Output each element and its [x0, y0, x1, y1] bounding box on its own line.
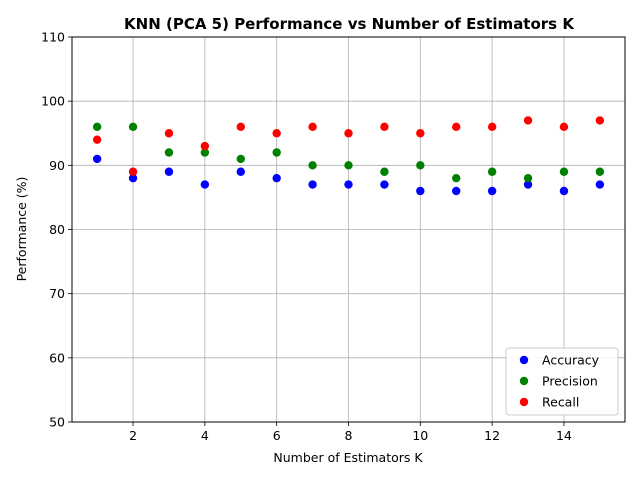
data-point-accuracy	[344, 180, 353, 189]
data-point-precision	[308, 161, 317, 170]
y-tick-label: 70	[49, 286, 65, 301]
data-point-precision	[523, 173, 533, 183]
data-point-precision	[272, 148, 281, 157]
data-point-precision	[344, 161, 353, 170]
x-tick-label: 12	[484, 428, 500, 443]
data-point-recall	[92, 135, 102, 144]
data-point-precision	[200, 148, 210, 157]
data-point-recall	[380, 122, 389, 132]
data-point-accuracy	[236, 167, 245, 176]
data-point-accuracy	[487, 186, 497, 196]
data-point-precision	[559, 167, 569, 176]
data-point-recall	[128, 167, 138, 176]
y-tick-label: 80	[49, 222, 65, 237]
x-tick-label: 6	[273, 428, 281, 443]
y-tick-label: 50	[49, 415, 65, 430]
data-point-accuracy	[164, 167, 174, 176]
series-recall	[92, 116, 605, 176]
y-tick-label: 90	[49, 158, 65, 173]
legend: Accuracy Precision Recall	[505, 347, 619, 416]
legend-marker	[519, 397, 529, 407]
series-accuracy	[92, 154, 605, 196]
data-point-recall	[523, 116, 533, 125]
data-point-accuracy	[308, 180, 317, 189]
legend-marker	[519, 355, 529, 365]
legend-label: Precision	[542, 374, 598, 389]
data-points	[92, 116, 605, 196]
data-point-accuracy	[380, 180, 389, 189]
legend-marker	[519, 376, 529, 386]
data-point-recall	[308, 122, 317, 132]
data-point-recall	[236, 122, 245, 132]
x-tick-label: 2	[129, 428, 137, 443]
data-point-precision	[128, 122, 138, 132]
legend-label: Accuracy	[542, 353, 600, 368]
x-tick-label: 8	[345, 428, 353, 443]
data-point-precision	[380, 167, 389, 176]
data-point-recall	[559, 122, 569, 132]
y-tick-label: 100	[41, 94, 65, 109]
x-tick-label: 14	[556, 428, 572, 443]
data-point-precision	[236, 154, 245, 164]
data-point-accuracy	[559, 186, 569, 196]
data-point-precision	[487, 167, 497, 176]
data-point-accuracy	[416, 186, 425, 196]
x-axis-label: Number of Estimators K	[273, 450, 423, 465]
data-point-accuracy	[128, 173, 138, 183]
y-tick-label: 110	[41, 30, 65, 45]
data-point-recall	[595, 116, 605, 125]
legend-box	[505, 347, 619, 416]
data-point-precision	[164, 148, 174, 157]
data-point-recall	[272, 129, 281, 138]
data-point-accuracy	[200, 180, 210, 189]
data-point-recall	[487, 122, 497, 132]
data-point-recall	[344, 129, 353, 138]
x-tick-label: 4	[201, 428, 209, 443]
data-point-precision	[452, 173, 461, 183]
data-point-precision	[92, 122, 102, 132]
y-axis-label: Performance (%)	[14, 177, 29, 282]
x-tick-label: 10	[412, 428, 428, 443]
data-point-precision	[416, 161, 425, 170]
data-point-accuracy	[272, 173, 281, 183]
data-point-accuracy	[92, 154, 102, 164]
chart-title: KNN (PCA 5) Performance vs Number of Est…	[124, 15, 575, 33]
y-axis-ticks: 50 60 70 80 90 100 110	[41, 30, 72, 430]
y-tick-label: 60	[49, 350, 65, 365]
series-precision	[92, 122, 605, 183]
data-point-recall	[452, 122, 461, 132]
data-point-recall	[416, 129, 425, 138]
data-point-accuracy	[452, 186, 461, 196]
data-point-accuracy	[523, 180, 533, 189]
data-point-recall	[200, 141, 210, 151]
data-point-recall	[164, 129, 174, 138]
data-point-precision	[595, 167, 605, 176]
data-point-accuracy	[595, 180, 605, 189]
x-axis-ticks: 2 4 6 8 10 12 14	[129, 422, 572, 443]
legend-label: Recall	[542, 395, 579, 410]
